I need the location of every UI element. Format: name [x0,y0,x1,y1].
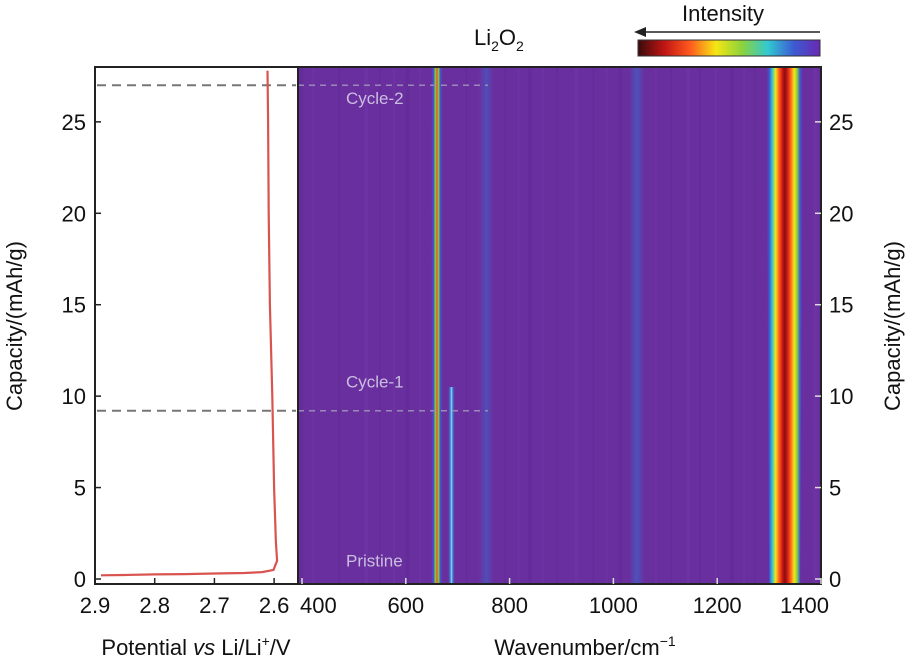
discharge-curve [100,70,279,577]
heatmap-streak [299,67,304,584]
heatmap-streak [517,67,520,584]
heatmap-title: Li2O2 [474,25,524,54]
heatmap-streak [364,67,369,584]
right-y-ticks: 0 5 10 15 20 25 [815,110,853,592]
left-x-ticks: 2.9 2.8 2.7 2.6 [80,578,290,618]
band-688 [448,387,455,584]
colorbar-bar [637,39,821,57]
right-y-tick-label: 15 [829,293,853,318]
annotation-cycle-2: Cycle-2 [346,89,404,108]
heatmap-streak [378,67,381,584]
left-x-tick-label: 2.9 [80,593,111,618]
left-x-tick-label: 2.8 [139,593,170,618]
right-y-axis-label: Capacity/(mAh/g) [880,241,905,411]
right-y-tick-label: 20 [829,201,853,226]
right-panel: Cycle-2 Cycle-1 Pristine 400 600 800 1000 12… [297,25,905,660]
left-y-ticks: 0 5 10 15 20 25 [62,110,101,592]
heatmap-streak [686,67,691,584]
heatmap-streak [418,67,421,584]
heatmap-streak [556,67,559,584]
right-x-tick-label: 1400 [780,593,829,618]
left-plot-frame [94,66,299,585]
heatmap-streak [405,67,410,584]
left-x-axis-label: Potential vs Li/Li+/V [101,633,291,660]
heatmap-streak [699,67,702,584]
right-x-tick-label: 800 [491,593,528,618]
right-y-tick-label: 5 [829,476,841,501]
right-y-tick-label: 10 [829,384,853,409]
heatmap-streak [605,67,608,584]
heatmap-streak [813,67,818,584]
left-panel: 2.9 2.8 2.7 2.6 0 5 10 15 20 25 Capacity/(mAh/g)… [2,66,299,660]
left-y-tick-label: 25 [62,110,86,135]
colorbar-arrow-head [634,27,646,37]
heatmap-streaks [299,67,818,584]
heatmap-streak [392,67,395,584]
heatmap-streak [312,67,315,584]
band-755 [478,67,494,584]
annotation-pristine: Pristine [346,552,403,571]
band-1045 [628,67,645,584]
heatmap-streak [753,67,756,584]
left-y-tick-label: 10 [62,384,86,409]
heatmap-streak [743,67,746,584]
heatmap-streak [618,67,623,584]
heatmap-streak [730,67,735,584]
heatmap-streak [541,67,544,584]
right-x-axis-label: Wavenumber/cm−1 [494,633,676,660]
right-y-tick-label: 25 [829,110,853,135]
heatmap-streak [670,67,673,584]
colorbar-label: Intensity [682,1,764,26]
heatmap-streak [714,67,717,584]
right-x-tick-label: 400 [300,593,337,618]
left-y-tick-label: 5 [74,476,86,501]
annotation-cycle-1: Cycle-1 [346,373,404,392]
band-660 [431,67,443,584]
left-y-tick-label: 20 [62,201,86,226]
heatmap-streak [654,67,657,584]
left-y-tick-label: 15 [62,293,86,318]
heatmap-streak [465,67,468,584]
heatmap-streak [504,67,507,584]
right-x-tick-label: 1000 [589,593,638,618]
left-y-tick-label: 0 [74,567,86,592]
heatmap-background [298,67,821,584]
right-y-tick-label: 0 [829,567,841,592]
left-x-tick-label: 2.6 [259,593,290,618]
right-x-tick-label: 1200 [693,593,742,618]
right-x-tick-label: 600 [387,593,424,618]
left-y-axis-label: Capacity/(mAh/g) [2,241,27,411]
heatmap-streak [574,67,579,584]
right-x-ticks: 400 600 800 1000 1200 1400 [300,578,829,618]
heatmap-streak [527,67,532,584]
heatmap-frame [297,66,822,585]
left-x-tick-label: 2.7 [199,593,230,618]
colorbar: Intensity [634,1,821,57]
band-1330 [766,67,803,584]
heatmap-streak [592,67,595,584]
heatmap-streak [338,67,341,584]
